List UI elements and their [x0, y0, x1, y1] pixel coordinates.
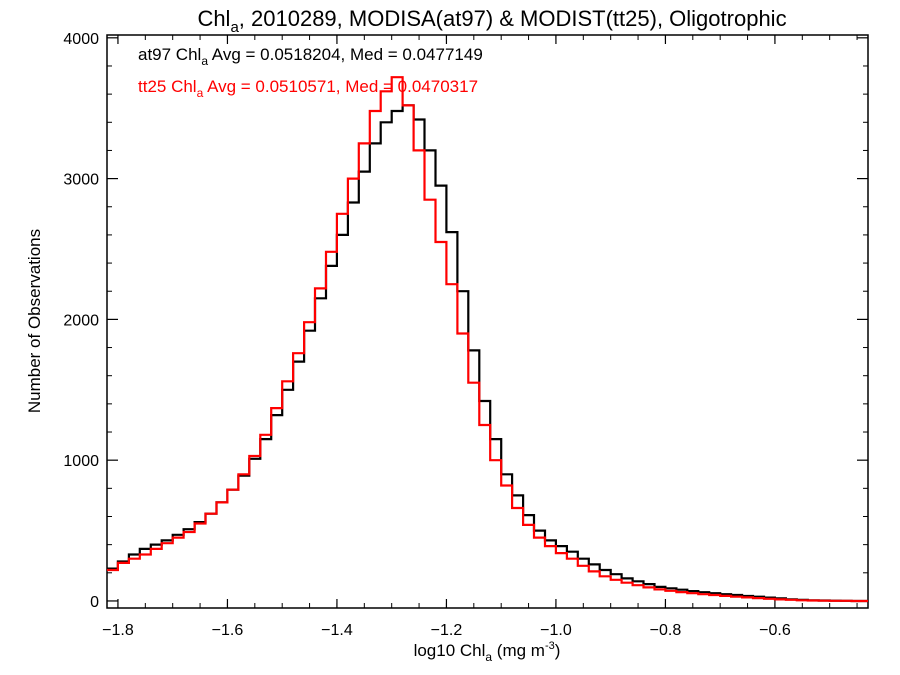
- plot-frame: [106, 34, 869, 609]
- x-tick-label: −1.6: [212, 622, 244, 639]
- annotation-at97-prefix: at97 Chl: [138, 45, 201, 64]
- x-tick-label: −1.2: [431, 622, 463, 639]
- x-tick-label: −1.4: [321, 622, 353, 639]
- x-tick-label: −0.8: [650, 622, 682, 639]
- annotation-tt25-rest: Avg = 0.0510571, Med = 0.0470317: [203, 77, 478, 96]
- chart-title-prefix: Chl: [197, 6, 230, 31]
- x-axis: −1.8 −1.6 −1.4 −1.2 −1.0 −0.8 −0.6: [102, 35, 858, 639]
- chart-title: Chla, 2010289, MODISA(at97) & MODIST(tt2…: [197, 6, 786, 36]
- annotation-tt25-subscript: a: [197, 86, 204, 100]
- annotation-at97: at97 Chla Avg = 0.0518204, Med = 0.04771…: [138, 45, 483, 68]
- x-axis-label-middle: (mg m: [492, 641, 545, 660]
- x-axis-label-prefix: log10 Chl: [414, 641, 486, 660]
- annotation-at97-rest: Avg = 0.0518204, Med = 0.0477149: [208, 45, 483, 64]
- y-tick-label: 3000: [63, 172, 99, 189]
- y-axis-label: Number of Observations: [25, 229, 44, 413]
- x-axis-label-suffix: ): [555, 641, 561, 660]
- x-axis-label: log10 Chla (mg m-3): [414, 640, 561, 664]
- y-tick-label: 4000: [63, 31, 99, 48]
- y-tick-label: 1000: [63, 453, 99, 470]
- y-tick-label: 2000: [63, 312, 99, 329]
- series-layer: [107, 76, 868, 603]
- annotation-tt25-prefix: tt25 Chl: [138, 77, 197, 96]
- x-tick-label: −1.8: [102, 622, 134, 639]
- y-tick-label: 0: [90, 594, 99, 611]
- series-line-at97: [107, 104, 868, 603]
- x-axis-label-superscript: -3: [545, 640, 555, 652]
- x-axis-label-subscript: a: [485, 650, 492, 664]
- x-tick-label: −1.0: [540, 622, 572, 639]
- y-axis: 0 1000 2000 3000 4000: [63, 31, 868, 611]
- annotation-tt25: tt25 Chla Avg = 0.0510571, Med = 0.04703…: [138, 77, 478, 100]
- chart-title-rest: , 2010289, MODISA(at97) & MODIST(tt25), …: [239, 6, 787, 31]
- x-tick-label: −0.6: [759, 622, 791, 639]
- chart-title-subscript: a: [230, 19, 239, 36]
- annotation-at97-subscript: a: [201, 54, 208, 68]
- series-line-tt25: [107, 76, 868, 603]
